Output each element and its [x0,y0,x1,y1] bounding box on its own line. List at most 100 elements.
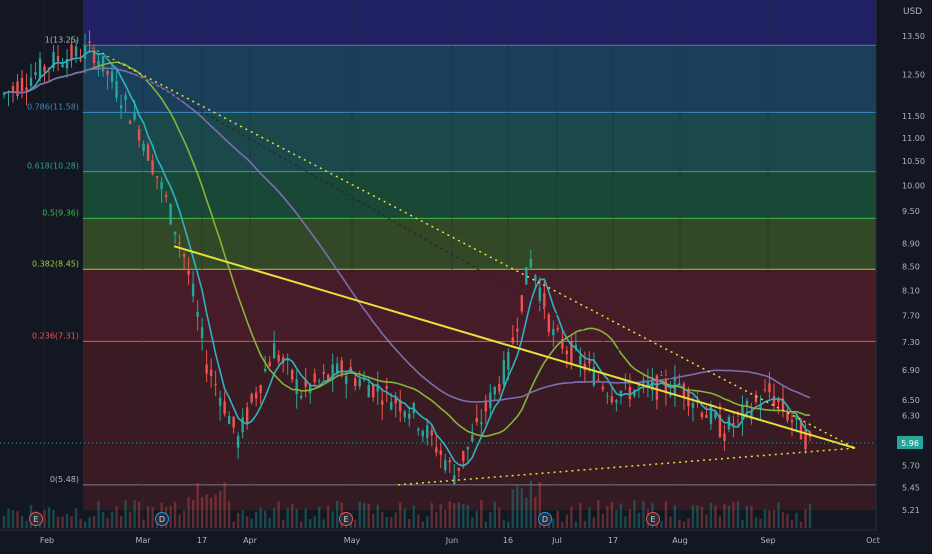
candle-body [682,383,686,398]
candle-body [601,386,605,390]
volume-bar [241,510,244,528]
volume-bar [606,506,609,528]
event-marker-e[interactable]: E [29,512,43,526]
candle-body [142,143,145,152]
candle-body [92,49,96,63]
volume-bar [525,497,528,528]
fibonacci-retracement[interactable] [83,0,876,510]
trend-lines[interactable] [85,44,877,498]
volume-bar [281,520,285,528]
volume-bar [745,505,749,528]
candle-body [74,46,78,57]
volume-bar [173,501,177,528]
candle-body [579,355,582,365]
volume-bar [790,520,794,528]
candle-body [588,361,591,364]
candle-body [646,382,650,387]
volume-bar [236,512,240,528]
candle-body [529,258,533,268]
volume-bar [191,499,195,528]
candle-body [511,337,515,344]
candle-body [561,339,564,349]
event-marker-d[interactable]: D [155,512,169,526]
candle-body [164,195,168,198]
candle-body [106,70,109,75]
lower-trendline[interactable] [397,447,856,486]
volume-bar [372,513,375,528]
volume-bar [272,507,276,528]
candle-body [223,401,226,415]
volume-bar [682,521,686,528]
event-marker-e[interactable]: E [339,512,353,526]
volume-bar [232,521,235,528]
candle-body [133,112,136,120]
candle-body [254,392,258,399]
volume-bar [462,504,465,528]
candle-body [556,327,560,330]
volume-bar [327,505,330,528]
candle-body [439,450,442,455]
y-tick-label: 8.10 [902,286,920,295]
candle-body [191,283,195,297]
candle-body [322,371,325,374]
event-marker-e[interactable]: E [646,512,660,526]
last-price-label: 5.96 [901,439,919,448]
x-tick-label: Apr [243,536,258,545]
y-tick-label: 6.50 [902,396,920,405]
candle-body [772,396,776,406]
event-marker-d[interactable]: D [538,512,552,526]
volume-bar [687,518,690,528]
candle-body [610,396,614,403]
candle-body [128,120,132,125]
volume-bar [349,520,352,528]
y-tick-label: 9.50 [902,207,920,216]
grid-lines [43,0,769,528]
volume-bar [597,500,600,528]
fib-band [83,171,876,219]
upper-trendline[interactable] [85,44,856,449]
candle-body [354,378,357,387]
volume-bar [317,506,321,528]
volume-bar [705,514,708,528]
projection-line [85,44,877,498]
candle-body [38,58,42,79]
volume-bar [259,507,262,528]
candle-body [547,314,551,332]
y-tick-label: 11.50 [902,112,925,121]
volume-bar [52,510,55,528]
candle-body [295,379,298,394]
x-tick-label: May [344,536,361,545]
candle-body [628,386,632,400]
volume-bar [250,518,253,528]
candle-body [660,374,663,376]
fib-label: 0.382(8.45) [32,259,79,268]
volume-bar [489,511,492,528]
currency-label: USD [903,7,922,17]
main-trendline[interactable] [173,245,856,450]
fib-band-top [83,0,876,46]
svg-text:E: E [343,515,348,524]
fibonacci-labels: 1(13.25) 0.786(11.58) 0.618(10.28) 0.5(9.36… [27,35,79,484]
candle-body [376,385,379,392]
volume-bar [435,511,438,528]
volume-bar [83,521,87,528]
fib-label: 0(5.48) [50,475,79,484]
candle-body [475,417,478,423]
volume-bar [178,514,181,528]
candle-body [88,41,91,44]
volume-bar [808,504,812,528]
time-axis[interactable]: Feb Mar 17 Apr May Jun 16 Jul 17 Aug Sep Oct [0,529,932,550]
candle-body [101,54,105,72]
candle-body [543,292,546,309]
volume-bar [718,516,722,528]
volume-bar [408,518,411,528]
volume-bar [781,511,785,528]
candle-body [286,359,289,361]
volume-bar [227,500,231,528]
candle-body [444,460,447,470]
y-tick-label: 7.70 [902,312,920,321]
candle-body [52,52,55,69]
